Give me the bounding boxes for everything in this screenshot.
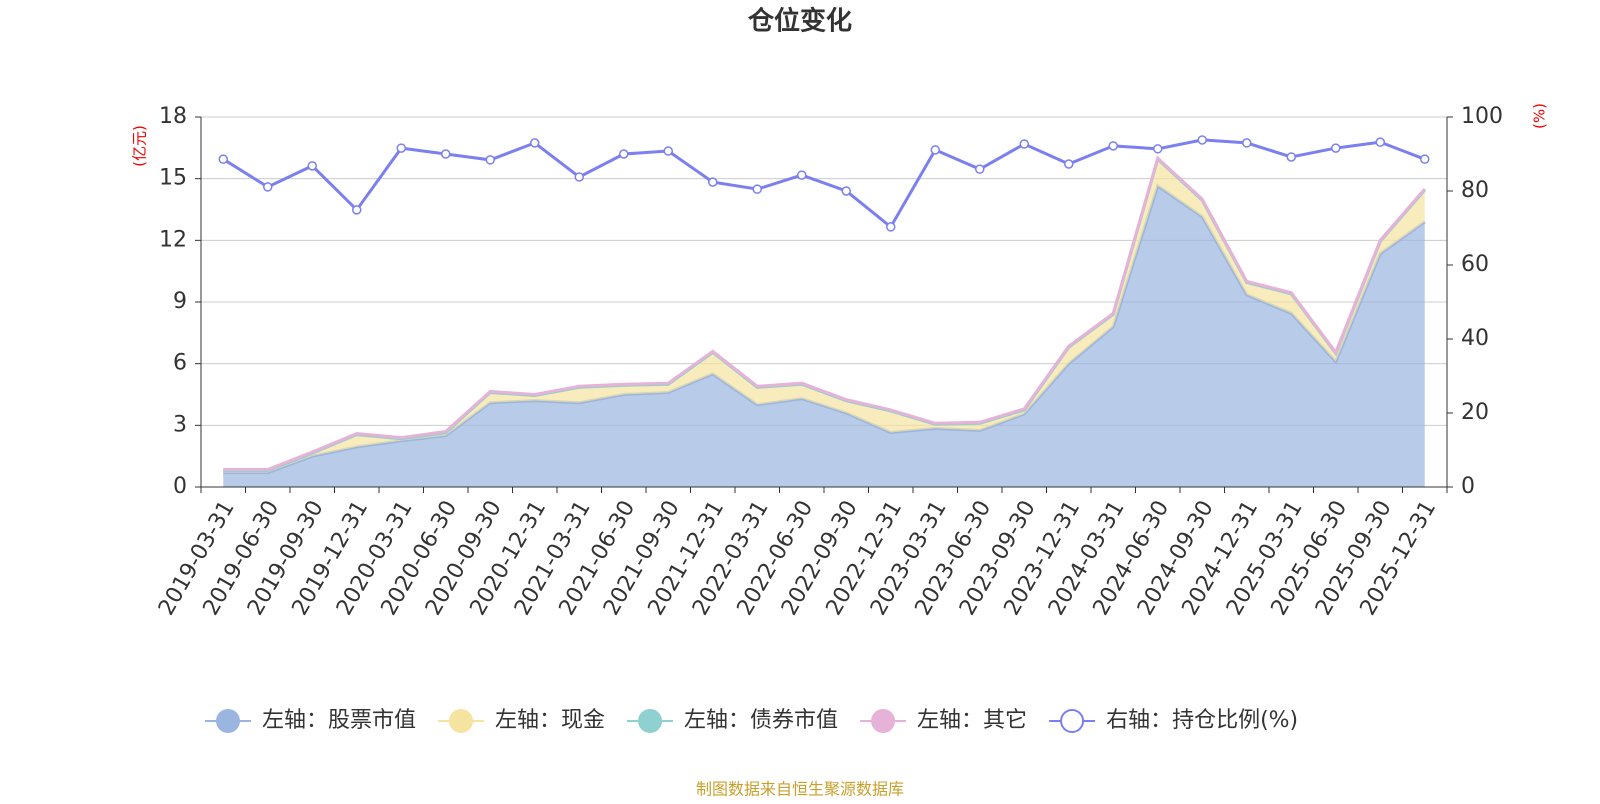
ratio-point (1420, 154, 1430, 164)
y2-axis-label: (%) (1531, 103, 1549, 129)
legend-marker (871, 709, 896, 733)
ratio-point (307, 161, 317, 171)
ratio-point (663, 146, 673, 156)
y-axis-label: (亿元) (131, 125, 149, 167)
ratio-point (1375, 137, 1385, 147)
y-tick-label: 18 (159, 104, 187, 129)
legend: 左轴：股票市值 左轴：现金 左轴：债券市值 左轴：其它 右轴：持仓比例(%) (205, 708, 1298, 733)
legend-marker (638, 709, 663, 733)
ratio-point (975, 164, 985, 174)
ratio-point (797, 170, 807, 180)
ratio-point (352, 205, 362, 215)
legend-label: 左轴：股票市值 (262, 708, 416, 733)
y2-tick-label: 60 (1461, 252, 1489, 277)
ratio-point (930, 145, 940, 155)
legend-item: 左轴：股票市值 (205, 708, 416, 733)
ratio-point (1108, 141, 1118, 151)
legend-marker (1060, 709, 1085, 733)
legend-label: 左轴：其它 (917, 708, 1027, 733)
ratio-point (574, 172, 584, 182)
y-tick-label: 9 (173, 289, 187, 314)
legend-label: 左轴：现金 (495, 708, 605, 733)
legend-item: 左轴：债券市值 (627, 708, 838, 733)
ratio-point (1242, 138, 1252, 148)
ratio-point (218, 154, 228, 164)
ratio-point (1019, 139, 1029, 149)
area (223, 185, 1425, 487)
legend-item: 右轴：持仓比例(%) (1049, 708, 1298, 733)
y2-tick-label: 20 (1461, 400, 1489, 425)
ratio-point (263, 182, 273, 192)
ratio-point (886, 222, 896, 232)
y2-tick-label: 80 (1461, 178, 1489, 203)
legend-item: 左轴：现金 (438, 708, 605, 733)
legend-label: 右轴：持仓比例(%) (1106, 708, 1298, 733)
area-line (223, 155, 1426, 472)
ratio-point (1197, 135, 1207, 145)
y-tick-label: 0 (173, 474, 187, 499)
y-tick-label: 12 (159, 227, 187, 252)
ratio-point (441, 149, 451, 159)
y-tick-label: 15 (159, 166, 187, 191)
y2-tick-label: 0 (1461, 474, 1475, 499)
ratio-line (222, 138, 1426, 230)
ratio-point (708, 177, 718, 187)
chart-title: 仓位变化 (747, 6, 852, 37)
source-note: 制图数据来自恒生聚源数据库 (696, 780, 904, 799)
ratio-point (1331, 143, 1341, 153)
ratio-point (752, 184, 762, 194)
legend-item: 左轴：其它 (860, 708, 1027, 733)
ratio-point (1064, 159, 1074, 169)
ratio-point (1286, 152, 1296, 162)
y-tick-label: 6 (173, 351, 187, 376)
y2-tick-label: 40 (1461, 326, 1489, 351)
ratio-point (485, 155, 495, 165)
y2-tick-label: 100 (1461, 104, 1503, 129)
ratio-point (619, 149, 629, 159)
ratio-point (530, 138, 540, 148)
legend-marker (216, 709, 240, 733)
y-tick-label: 3 (173, 412, 187, 437)
ratio-point (396, 143, 406, 153)
legend-marker (449, 709, 474, 733)
legend-label: 左轴：债券市值 (684, 708, 838, 733)
ratio-point (841, 186, 851, 196)
ratio-point (1153, 144, 1163, 154)
